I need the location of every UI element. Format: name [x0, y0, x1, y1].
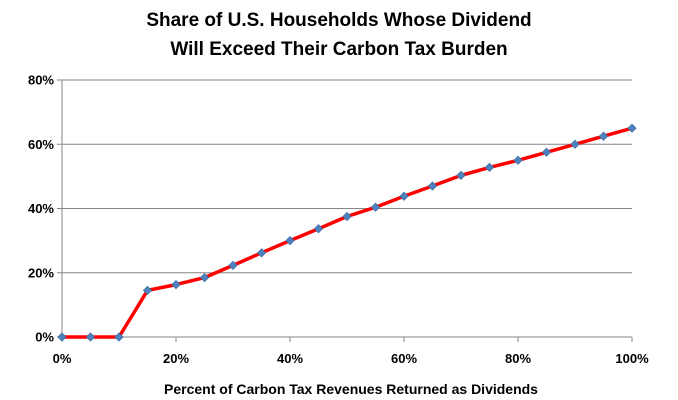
- y-tick-label-3: 60%: [28, 137, 54, 152]
- data-point-19: [598, 131, 609, 141]
- data-point-4: [171, 280, 181, 290]
- x-tick-label-4: 80%: [505, 351, 531, 366]
- chart-title-line-1: Share of U.S. Households Whose Dividend: [146, 10, 531, 31]
- y-tick-labels: 0% 20% 40% 60% 80%: [28, 73, 54, 345]
- data-point-2: [114, 332, 124, 342]
- y-tick-label-4: 80%: [28, 73, 54, 88]
- y-tick-label-2: 40%: [28, 201, 54, 216]
- y-tick-label-0: 0%: [35, 330, 54, 345]
- data-point-0: [57, 332, 67, 342]
- data-point-10: [342, 211, 352, 222]
- data-point-9: [313, 224, 324, 234]
- data-point-8: [285, 236, 295, 246]
- data-series: [57, 123, 637, 342]
- x-axis-title: Percent of Carbon Tax Revenues Returned …: [164, 381, 538, 397]
- y-tick-label-1: 20%: [28, 265, 54, 280]
- x-tick-label-2: 40%: [277, 351, 303, 366]
- x-tick-label-5: 100%: [615, 351, 649, 366]
- data-point-7: [256, 248, 267, 258]
- x-tick-label-3: 60%: [391, 351, 417, 366]
- data-point-1: [85, 332, 96, 342]
- x-tick-label-1: 20%: [163, 351, 189, 366]
- x-tick-labels: 0% 20% 40% 60% 80% 100%: [53, 351, 649, 366]
- data-point-14: [456, 170, 466, 181]
- data-point-20: [627, 123, 637, 133]
- data-point-13: [427, 181, 438, 191]
- data-point-5: [199, 272, 210, 283]
- data-point-17: [541, 147, 552, 157]
- data-point-3: [142, 285, 153, 296]
- data-point-11: [370, 202, 381, 212]
- data-point-12: [399, 191, 409, 201]
- data-point-18: [570, 139, 580, 149]
- data-point-6: [228, 260, 238, 270]
- chart-title-line-2: Will Exceed Their Carbon Tax Burden: [170, 39, 507, 60]
- data-point-15: [484, 162, 495, 173]
- x-tick-label-0: 0%: [53, 351, 72, 366]
- data-point-16: [513, 155, 523, 165]
- grid: [62, 79, 632, 274]
